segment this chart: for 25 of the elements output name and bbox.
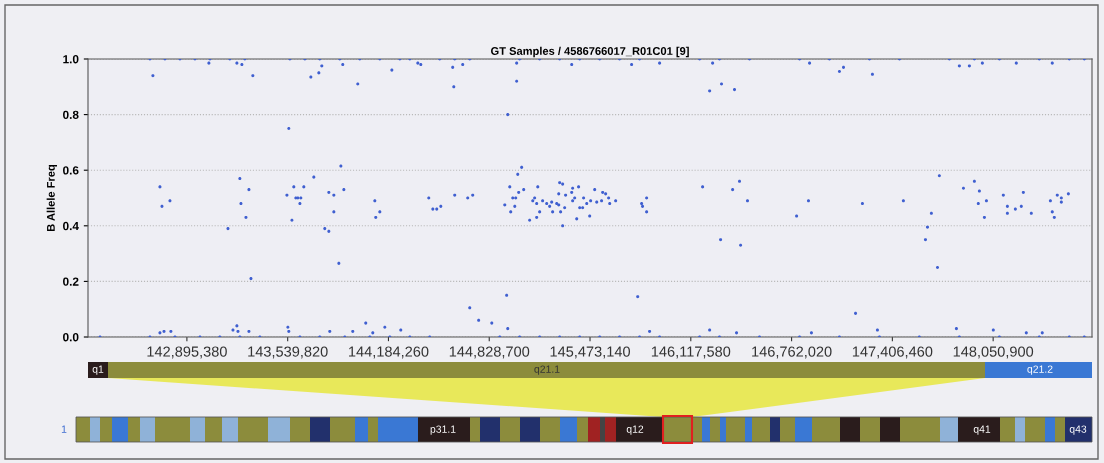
x-tick-label: 146,762,020	[752, 346, 832, 359]
y-tick-label: 0.6	[63, 166, 79, 175]
text: q1	[92, 365, 104, 375]
text: q21.1	[534, 365, 560, 375]
y-tick-label: 0.4	[63, 221, 79, 231]
text: q21.2	[1027, 365, 1053, 375]
y-tick-label: 1.0	[63, 55, 79, 64]
x-tick-label: 144,828,700	[449, 346, 530, 359]
text: 1	[61, 425, 67, 433]
text: q41	[973, 425, 991, 435]
y-axis-title: B Allele Freq	[46, 164, 58, 232]
x-tick-label: 145,473,140	[550, 346, 630, 359]
text: q12	[626, 425, 644, 435]
x-tick-label: 147,406,460	[852, 346, 933, 359]
x-tick-label: 146,117,580	[651, 346, 731, 359]
x-tick-label: 148,050,900	[953, 346, 1034, 359]
text: q43	[1069, 425, 1087, 435]
x-tick-label: 142,895,380	[147, 346, 227, 359]
y-tick-label: 0.0	[63, 333, 79, 342]
x-tick-label: 143,539,820	[248, 346, 328, 359]
x-tick-label: 144,184,260	[349, 346, 429, 359]
chart-title: GT Samples / 4586766017_R01C01 [9]	[491, 46, 689, 58]
y-tick-label: 0.8	[63, 110, 79, 119]
y-tick-label: 0.2	[63, 277, 79, 286]
text: p31.1	[430, 425, 456, 435]
